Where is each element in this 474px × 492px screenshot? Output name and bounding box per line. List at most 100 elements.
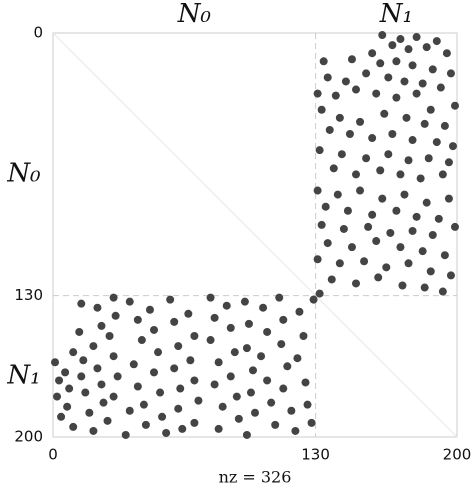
nonzero-point: [150, 368, 158, 377]
nonzero-point: [246, 388, 255, 397]
nonzero-point: [372, 89, 381, 98]
nonzero-point: [85, 408, 94, 417]
nonzero-point: [244, 319, 253, 328]
nonzero-point: [396, 35, 405, 44]
nonzero-point: [424, 154, 433, 163]
nonzero-point: [442, 49, 451, 58]
nonzero-point: [438, 170, 447, 179]
nonzero-point: [234, 414, 243, 423]
nonzero-point: [376, 166, 385, 175]
nonzero-point: [335, 259, 344, 268]
nonzero-point: [137, 336, 146, 345]
nonzero-point: [313, 186, 322, 195]
nonzero-point: [133, 382, 142, 391]
nonzero-point: [428, 65, 437, 74]
nonzero-point: [293, 354, 302, 363]
nonzero-point: [267, 398, 276, 407]
nonzero-point: [158, 412, 167, 421]
nonzero-point: [400, 190, 409, 199]
nonzero-point: [230, 348, 239, 357]
nonzero-point: [444, 194, 453, 203]
nonzero-point: [368, 134, 377, 143]
nonzero-point: [81, 388, 90, 397]
nonzero-point: [93, 303, 102, 312]
nonzero-point: [125, 406, 134, 415]
nonzero-point: [364, 222, 373, 231]
nonzero-point: [214, 358, 223, 367]
nonzero-point: [277, 340, 286, 349]
x-tick-label: 200: [443, 446, 472, 464]
nonzero-point: [329, 164, 338, 173]
nonzero-point: [109, 392, 118, 401]
nonzero-point: [105, 332, 114, 340]
nonzero-point: [368, 49, 377, 58]
nonzero-point: [313, 255, 322, 264]
nonzero-point: [412, 33, 421, 42]
nonzero-point: [372, 237, 381, 246]
nonzero-point: [331, 91, 340, 100]
nonzero-point: [145, 305, 154, 314]
nonzero-point: [404, 156, 413, 165]
nonzero-point: [275, 293, 284, 302]
nonzero-point: [352, 85, 360, 94]
nonzero-point: [283, 362, 292, 371]
nonzero-point: [309, 295, 318, 304]
nonzero-point: [190, 376, 199, 385]
nonzero-point: [226, 323, 235, 332]
nonzero-point: [362, 154, 371, 163]
nonzero-point: [422, 43, 431, 52]
nonzero-point: [420, 283, 429, 292]
nonzero-point: [335, 113, 344, 122]
x-axis-label: nz = 326: [219, 468, 292, 487]
nonzero-point: [97, 380, 106, 389]
y-tick-label: 0: [33, 24, 43, 42]
nonzero-point: [380, 109, 389, 118]
nonzero-point: [99, 398, 108, 407]
nonzero-point: [323, 73, 332, 82]
nonzero-point: [319, 57, 328, 66]
nonzero-point: [434, 214, 443, 223]
nonzero-point: [345, 130, 354, 138]
nonzero-point: [242, 430, 251, 439]
nonzero-point: [194, 396, 203, 405]
nonzero-point: [89, 342, 98, 351]
nonzero-point: [263, 376, 272, 385]
nonzero-point: [206, 336, 215, 345]
nonzero-point: [279, 315, 288, 324]
block-label: N₀: [177, 0, 212, 29]
nonzero-point: [378, 31, 387, 40]
nonzero-point: [422, 198, 431, 207]
nonzero-point: [263, 327, 272, 336]
nonzero-point: [315, 289, 324, 298]
nonzero-point: [51, 358, 60, 367]
nonzero-point: [436, 83, 445, 92]
nonzero-point: [232, 392, 241, 401]
nonzero-point: [337, 150, 346, 159]
nonzero-point: [313, 89, 322, 98]
nonzero-point: [240, 297, 249, 306]
nonzero-point: [426, 105, 435, 114]
nonzero-point: [242, 344, 251, 353]
nonzero-point: [55, 376, 64, 385]
nonzero-point: [93, 364, 102, 373]
nonzero-point: [154, 348, 163, 357]
nonzero-point: [79, 356, 88, 365]
nonzero-point: [347, 55, 356, 64]
nonzero-point: [111, 311, 120, 320]
nonzero-point: [103, 416, 112, 425]
nonzero-point: [69, 422, 78, 431]
nonzero-point: [388, 130, 397, 138]
nonzero-point: [295, 307, 304, 316]
nonzero-point: [287, 406, 296, 415]
x-tick-label: 130: [301, 446, 330, 464]
nonzero-point: [408, 226, 417, 235]
nonzero-point: [392, 93, 401, 102]
nonzero-point: [77, 299, 86, 308]
nonzero-point: [418, 247, 427, 256]
nonzero-point: [174, 342, 183, 351]
nonzero-point: [141, 420, 150, 429]
nonzero-point: [392, 206, 401, 215]
nonzero-point: [184, 309, 193, 318]
block-label: N₀: [6, 158, 41, 188]
